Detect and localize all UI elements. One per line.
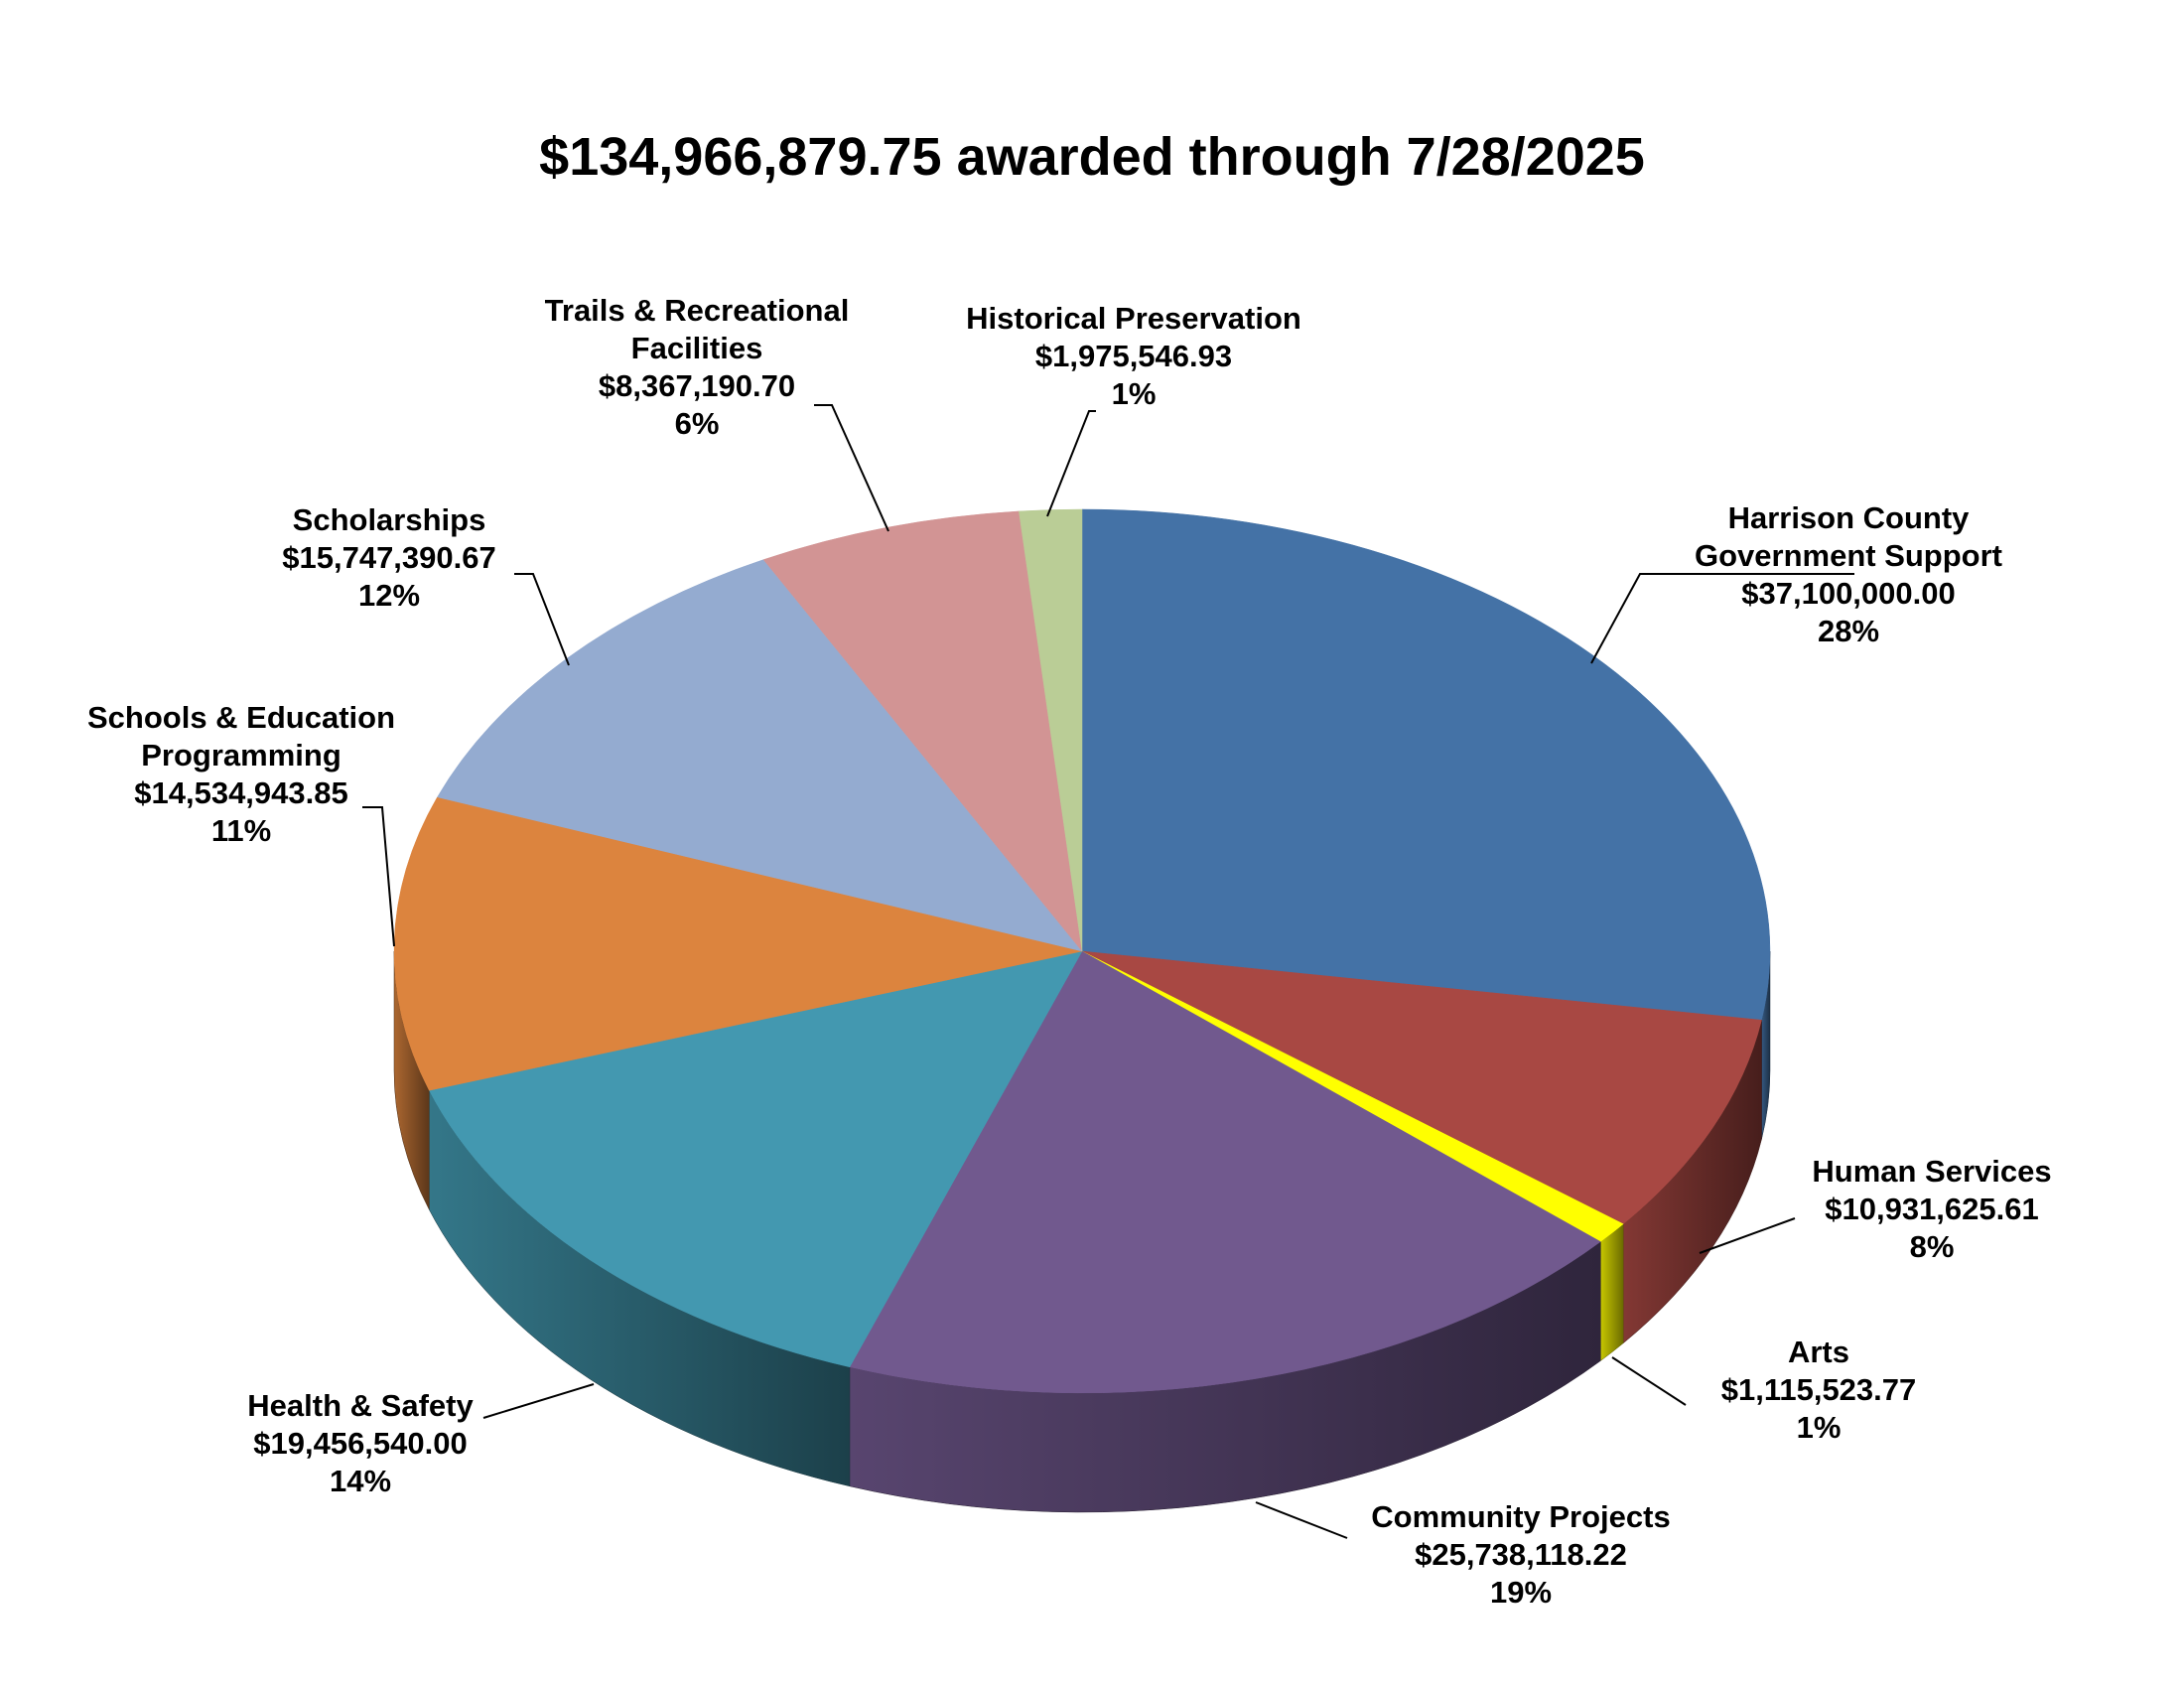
slice-name-line: Human Services	[1812, 1154, 2051, 1189]
leader-line-historical-preservation	[1046, 410, 1096, 517]
slice-label-arts: Arts$1,115,523.771%	[1721, 1335, 1917, 1445]
slice-amount: $37,100,000.00	[1741, 576, 1956, 611]
pie-slice-health-and-safety	[429, 950, 1083, 1368]
slice-name-line: Programming	[141, 738, 341, 773]
slice-amount: $10,931,625.61	[1825, 1192, 2039, 1226]
slice-name-line: Harrison County	[1728, 500, 1971, 535]
leader-line-health-and-safety	[482, 1383, 595, 1419]
leader-line-arts	[1611, 1356, 1687, 1406]
leader-line-harrison-county-government-support	[1590, 573, 1854, 664]
slice-label-schools-and-education-programming: Schools & EducationProgramming$14,534,94…	[87, 700, 395, 848]
slice-percent: 28%	[1818, 614, 1879, 648]
slice-name-line: Schools & Education	[87, 700, 395, 735]
pie-side-walls	[393, 950, 1771, 1513]
pie-slice-community-projects	[849, 950, 1601, 1394]
slice-amount: $14,534,943.85	[134, 775, 348, 810]
slice-amount: $19,456,540.00	[253, 1426, 468, 1461]
pie-slice-human-services	[1081, 950, 1762, 1224]
slice-name-line: Trails & Recreational	[545, 293, 850, 328]
slice-percent: 19%	[1490, 1575, 1552, 1610]
slice-percent: 8%	[1910, 1229, 1955, 1264]
slice-percent: 11%	[211, 813, 271, 848]
slice-percent: 1%	[1797, 1410, 1842, 1445]
slice-amount: $8,367,190.70	[599, 368, 795, 403]
leader-line-schools-and-education-programming	[362, 806, 395, 947]
slice-percent: 12%	[358, 578, 420, 613]
slice-name-line: Facilities	[631, 331, 763, 365]
slice-name-line: Government Support	[1695, 538, 2002, 573]
slice-amount: $1,975,546.93	[1035, 339, 1232, 373]
leader-line-trails-and-recreational-facilities	[814, 404, 889, 532]
slice-name-line: Community Projects	[1371, 1499, 1670, 1534]
chart-title: $134,966,879.75 awarded through 7/28/202…	[539, 127, 1645, 187]
slice-label-human-services: Human Services$10,931,625.618%	[1812, 1154, 2051, 1264]
leader-line-scholarships	[514, 573, 570, 666]
slice-name-line: Arts	[1788, 1335, 1849, 1369]
slice-amount: $25,738,118.22	[1415, 1537, 1627, 1572]
leader-line-human-services	[1699, 1217, 1796, 1254]
pie-top-slices	[393, 508, 1771, 1394]
slice-amount: $1,115,523.77	[1721, 1372, 1917, 1407]
slice-percent: 1%	[1112, 376, 1157, 411]
slice-label-trails-and-recreational-facilities: Trails & RecreationalFacilities$8,367,19…	[545, 293, 850, 441]
slice-label-historical-preservation: Historical Preservation$1,975,546.931%	[966, 301, 1301, 411]
slice-percent: 6%	[675, 406, 720, 441]
slice-percent: 14%	[330, 1464, 391, 1498]
slice-name-line: Historical Preservation	[966, 301, 1301, 336]
leader-lines	[362, 404, 1854, 1539]
slice-name-line: Scholarships	[293, 502, 486, 537]
slice-amount: $15,747,390.67	[282, 540, 496, 575]
pie-wall-arts	[1600, 1223, 1624, 1361]
leader-line-community-projects	[1255, 1501, 1348, 1539]
pie-slice-harrison-county-government-support	[1081, 508, 1771, 1021]
slice-name-line: Health & Safety	[247, 1388, 474, 1423]
